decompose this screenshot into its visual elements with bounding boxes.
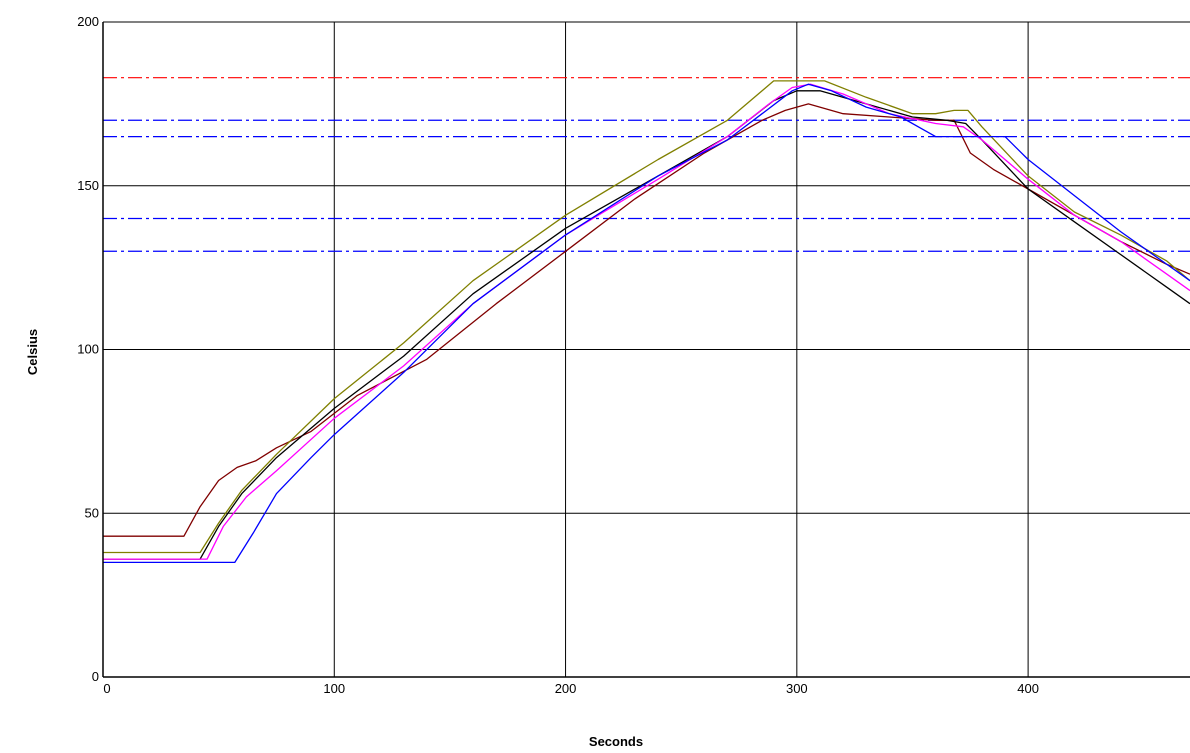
series-line-4 [103, 83, 1190, 560]
axes [102, 22, 1190, 678]
x-axis-label: Seconds [589, 734, 643, 749]
x-tick-label: 100 [323, 681, 345, 696]
series-line-2 [103, 80, 1190, 554]
y-tick-label: 200 [77, 14, 99, 29]
y-tick-label: 0 [92, 669, 99, 684]
series-line-1 [103, 103, 1190, 537]
x-tick-label: 0 [103, 681, 110, 696]
x-tick-label: 400 [1017, 681, 1039, 696]
reference-lines [103, 77, 1190, 252]
tick-labels: 0 50 100 150 200 0 100 200 300 400 [77, 14, 1039, 696]
y-tick-label: 150 [77, 178, 99, 193]
y-axis-label: Celsius [25, 329, 40, 375]
y-tick-label: 50 [85, 505, 99, 520]
x-tick-label: 200 [555, 681, 577, 696]
y-tick-label: 100 [77, 342, 99, 357]
series-line-5 [103, 83, 1190, 564]
x-tick-label: 300 [786, 681, 808, 696]
series-lines [103, 80, 1190, 564]
